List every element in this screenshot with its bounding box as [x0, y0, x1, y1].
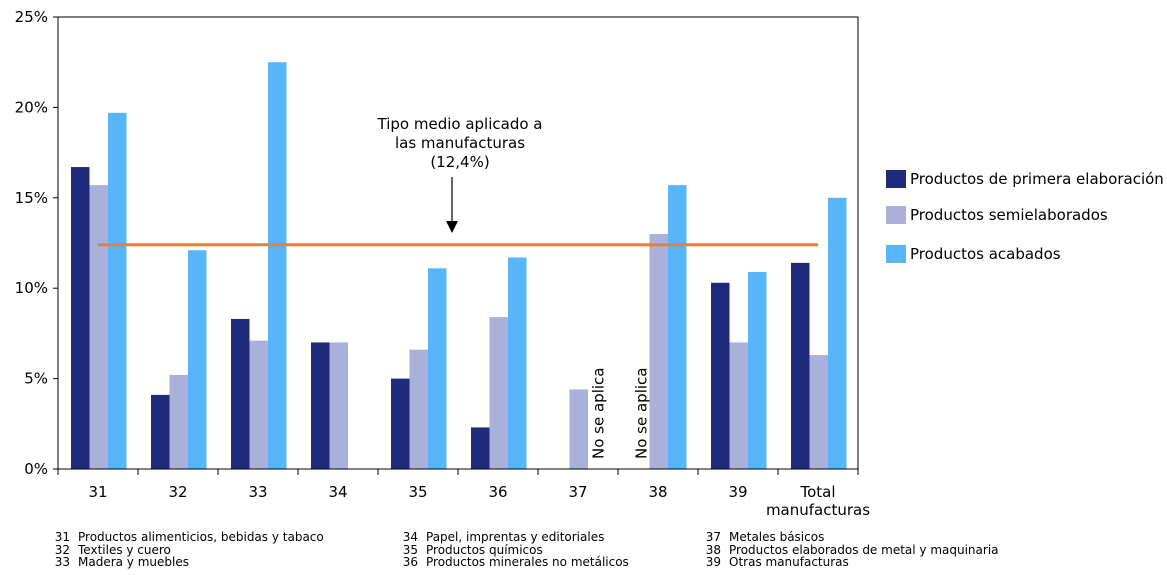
bar-31-series-1: [71, 167, 90, 469]
footnote-code: 33: [54, 555, 70, 569]
not-applicable-label: No se aplica: [632, 368, 650, 459]
footnote-label: Productos minerales no metálicos: [426, 555, 629, 569]
footnote-column-3: 37 Metales básicos 38 Productos elaborados…: [693, 531, 999, 569]
bar-34-series-2: [329, 342, 348, 469]
bar-32-series-3: [188, 250, 207, 469]
x-tick-label: 31: [88, 483, 107, 501]
y-tick-label: 10%: [15, 279, 48, 297]
footnote-code: 34: [402, 530, 418, 544]
average-rate-annotation: Tipo medio aplicado a las manufacturas (…: [377, 115, 543, 233]
annotation-line-1: Tipo medio aplicado a: [377, 115, 543, 133]
bar-39-series-3: [748, 271, 767, 469]
x-tick-label: 37: [568, 483, 587, 501]
annotation-line-2: las manufacturas: [395, 134, 525, 152]
x-tick-label: 33: [248, 483, 267, 501]
legend-swatch-semielaborados: [886, 206, 906, 224]
footnote-item: 31 Productos alimenticios, bebidas y taba…: [42, 531, 324, 544]
legend-swatch-acabados: [886, 245, 906, 263]
not-applicable-label: No se aplica: [589, 368, 607, 459]
bar-31-series-2: [89, 185, 108, 470]
footnote-label: Textiles y cuero: [78, 542, 171, 557]
x-tick-label: 32: [168, 483, 187, 501]
bar-35-series-2: [409, 349, 428, 469]
bars-group: [71, 62, 847, 470]
bar-35-series-1: [391, 378, 410, 469]
footnote-label: Productos elaborados de metal y maquinar…: [729, 542, 999, 557]
footnote-label: Productos químicos: [426, 542, 543, 557]
legend-swatch-primera: [886, 170, 906, 188]
x-tick-label: 36: [488, 483, 507, 501]
footnote-item: 36 Productos minerales no metálicos: [390, 556, 629, 569]
bar-38-series-3: [668, 185, 687, 470]
footnote-code: 39: [705, 555, 721, 569]
bar-total-manufacturas-series-3: [828, 197, 847, 470]
x-axis-ticks: 31 32 33 34 35 36 37 38 39 Total manufacturas: [57, 469, 870, 519]
footnote-code: 37: [705, 530, 721, 544]
y-axis-ticks: 0% 5% 10% 15% 20% 25%: [15, 8, 58, 478]
footnote-item: 37 Metales básicos: [693, 531, 999, 544]
y-tick-label: 5%: [24, 370, 48, 388]
bar-36-series-2: [489, 317, 508, 469]
footnote-label: Metales básicos: [729, 530, 825, 544]
footnote-item: 32 Textiles y cuero: [42, 542, 324, 557]
y-tick-label: 15%: [15, 189, 48, 207]
bar-38-series-2: [649, 233, 668, 469]
bar-32-series-1: [151, 394, 170, 469]
y-tick-label: 20%: [15, 98, 48, 116]
footnote-label: Papel, imprentas y editoriales: [426, 530, 605, 544]
bar-36-series-1: [471, 427, 490, 469]
annotation-line-3: (12,4%): [430, 153, 489, 171]
bar-33-series-1: [231, 318, 250, 469]
not-applicable-labels: No se aplica No se aplica: [589, 368, 650, 459]
footnote-code: 31: [54, 530, 70, 544]
bar-total-manufacturas-series-2: [809, 355, 828, 469]
footnote-item: 35 Productos químicos: [390, 542, 629, 557]
bar-35-series-3: [428, 268, 447, 469]
footnote-item: 34 Papel, imprentas y editoriales: [390, 531, 629, 544]
footnote-label: Otras manufacturas: [729, 555, 849, 569]
bar-39-series-1: [711, 282, 730, 469]
x-tick-label: 35: [408, 483, 427, 501]
bar-total-manufacturas-series-1: [791, 262, 810, 469]
footnote-label: Productos alimenticios, bebidas y tabaco: [78, 530, 324, 544]
bar-33-series-2: [249, 340, 268, 469]
x-tick-label: Total manufacturas: [766, 483, 870, 519]
footnote-item: 39 Otras manufacturas: [693, 556, 999, 569]
y-tick-label: 25%: [15, 8, 48, 26]
footnote-column-1: 31 Productos alimenticios, bebidas y taba…: [42, 531, 324, 569]
x-tick-label: 34: [328, 483, 347, 501]
bar-39-series-2: [729, 342, 748, 469]
legend-label-acabados: Productos acabados: [910, 245, 1061, 263]
footnote-label: Madera y muebles: [78, 555, 189, 569]
footnote-item: 33 Madera y muebles: [42, 556, 324, 569]
y-tick-label: 0%: [24, 460, 48, 478]
bar-33-series-3: [268, 62, 287, 469]
bar-36-series-3: [508, 257, 527, 469]
footnote-code: 38: [705, 542, 721, 557]
footnote-code: 35: [402, 542, 418, 557]
plot-frame: [57, 16, 859, 470]
legend-label-semielaborados: Productos semielaborados: [910, 206, 1108, 224]
bar-chart: 0% 5% 10% 15% 20% 25% 31 32 33 34 35 36 37 38 39 Total…: [15, 8, 871, 519]
bar-31-series-3: [108, 112, 127, 469]
footnote-code: 36: [402, 555, 418, 569]
bar-37-series-2: [569, 389, 588, 469]
x-tick-label: 39: [728, 483, 747, 501]
footnote-column-2: 34 Papel, imprentas y editoriales 35 Produ…: [390, 531, 629, 569]
x-tick-label: 38: [648, 483, 667, 501]
footnote-code: 32: [54, 542, 70, 557]
bar-32-series-2: [169, 374, 188, 469]
legend-label-primera: Productos de primera elaboración: [910, 170, 1164, 188]
footnote-item: 38 Productos elaborados de metal y maquin…: [693, 542, 999, 557]
annotation-arrow-head: [446, 221, 458, 233]
bar-34-series-1: [311, 342, 330, 469]
